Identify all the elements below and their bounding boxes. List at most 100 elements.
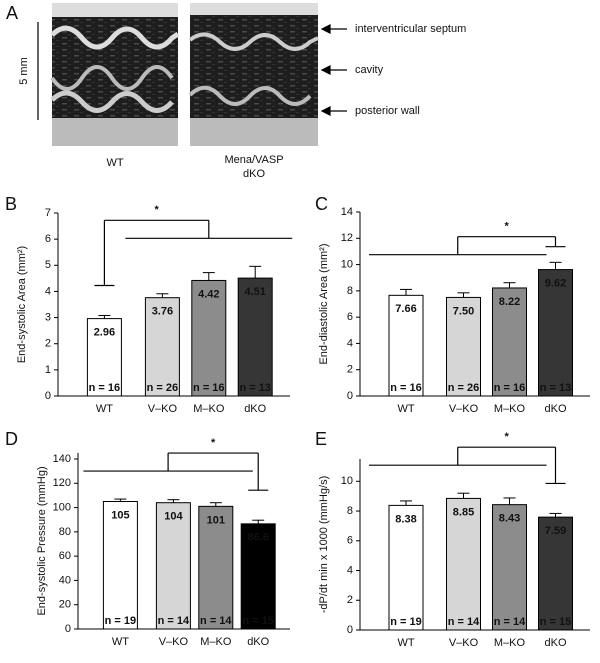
y-tick-label: 8 bbox=[347, 505, 353, 517]
x-tick-label: dKO bbox=[544, 403, 566, 415]
y-tick-label: 4 bbox=[45, 285, 51, 297]
n-label: n = 16 bbox=[193, 382, 225, 394]
y-axis-label: -dP/dt min x 1000 (mmHg/s) bbox=[318, 476, 330, 614]
annotation: interventricular septum bbox=[355, 23, 466, 35]
value-label: 3.76 bbox=[152, 306, 173, 318]
n-label: n = 14 bbox=[200, 615, 232, 627]
value-label: 2.96 bbox=[94, 327, 115, 339]
bar bbox=[240, 523, 276, 630]
x-tick-label: M–KO bbox=[193, 403, 225, 415]
y-tick-label: 60 bbox=[59, 550, 71, 562]
n-label: n = 14 bbox=[158, 615, 190, 627]
x-tick-label: WT bbox=[397, 403, 414, 415]
n-label: n = 13 bbox=[540, 382, 572, 394]
bar bbox=[388, 504, 424, 631]
bar bbox=[492, 504, 527, 631]
x-tick-label: V–KO bbox=[159, 636, 189, 648]
image-label: WT bbox=[106, 157, 123, 169]
bar bbox=[86, 318, 122, 397]
panel-label: A bbox=[6, 3, 18, 23]
panel-label: D bbox=[5, 429, 18, 449]
y-tick-label: 0 bbox=[347, 624, 353, 636]
y-tick-label: 120 bbox=[53, 477, 71, 489]
y-tick-label: 0 bbox=[347, 390, 353, 402]
bar bbox=[191, 279, 227, 397]
y-tick-label: 7 bbox=[45, 207, 51, 219]
y-tick-label: 4 bbox=[347, 564, 353, 576]
y-tick-label: 0 bbox=[45, 390, 51, 402]
panel-label: B bbox=[5, 194, 17, 214]
x-tick-label: dKO bbox=[247, 636, 269, 648]
y-tick-label: 100 bbox=[53, 501, 71, 513]
y-axis-label: End-diastolic Area (mm²) bbox=[318, 243, 330, 364]
panel-a: A 5 mm WT Mena/VASP dKO interventricular… bbox=[6, 3, 466, 180]
significance: * bbox=[504, 221, 509, 233]
value-label: 86.6 bbox=[247, 532, 268, 544]
x-tick-label: M–KO bbox=[200, 636, 232, 648]
value-label: 9.62 bbox=[545, 277, 566, 289]
bar bbox=[198, 505, 234, 630]
significance: * bbox=[504, 431, 509, 443]
n-label: n = 19 bbox=[390, 616, 422, 628]
significance: * bbox=[211, 437, 216, 449]
y-tick-label: 10 bbox=[341, 258, 353, 270]
value-label: 4.51 bbox=[244, 286, 265, 298]
bar bbox=[492, 287, 527, 397]
bar bbox=[446, 296, 481, 397]
y-tick-label: 2 bbox=[347, 594, 353, 606]
panel-label: E bbox=[315, 429, 327, 449]
bar bbox=[237, 277, 273, 397]
y-tick-label: 6 bbox=[347, 311, 353, 323]
value-label: 4.42 bbox=[198, 288, 219, 300]
y-tick-label: 5 bbox=[45, 259, 51, 271]
value-label: 8.85 bbox=[453, 506, 474, 518]
significance: * bbox=[154, 204, 159, 216]
x-tick-label: WT bbox=[96, 403, 113, 415]
bar bbox=[155, 502, 191, 630]
n-label: n = 26 bbox=[147, 382, 179, 394]
y-axis-label: End-systolic Area (mm²) bbox=[16, 246, 28, 363]
y-tick-label: 1 bbox=[45, 364, 51, 376]
bar bbox=[446, 497, 481, 631]
y-tick-label: 4 bbox=[347, 337, 353, 349]
bar bbox=[538, 269, 573, 397]
value-label: 7.50 bbox=[453, 305, 474, 317]
y-tick-label: 14 bbox=[341, 206, 353, 218]
y-tick-label: 6 bbox=[347, 535, 353, 547]
bar bbox=[538, 516, 573, 631]
value-label: 105 bbox=[111, 509, 129, 521]
echo-image-dko bbox=[188, 3, 319, 146]
annotation: posterior wall bbox=[355, 105, 420, 117]
scale-label: 5 mm bbox=[18, 57, 30, 85]
y-tick-label: 20 bbox=[59, 599, 71, 611]
value-label: 7.66 bbox=[395, 303, 416, 315]
n-label: n = 14 bbox=[494, 616, 526, 628]
x-tick-label: WT bbox=[112, 636, 129, 648]
y-tick-label: 10 bbox=[341, 475, 353, 487]
value-label: 8.43 bbox=[499, 513, 520, 525]
y-tick-label: 8 bbox=[347, 285, 353, 297]
n-label: n = 15 bbox=[540, 616, 572, 628]
x-tick-label: M–KO bbox=[494, 637, 526, 649]
y-tick-label: 3 bbox=[45, 311, 51, 323]
x-tick-label: dKO bbox=[544, 637, 566, 649]
value-label: 8.22 bbox=[499, 296, 520, 308]
image-label: dKO bbox=[243, 168, 265, 180]
n-label: n = 15 bbox=[242, 615, 274, 627]
y-tick-label: 0 bbox=[65, 623, 71, 635]
n-label: n = 26 bbox=[448, 382, 480, 394]
n-label: n = 19 bbox=[105, 615, 137, 627]
n-label: n = 13 bbox=[239, 382, 271, 394]
value-label: 7.59 bbox=[545, 525, 566, 537]
y-tick-label: 6 bbox=[45, 233, 51, 245]
value-label: 8.38 bbox=[395, 513, 416, 525]
bar bbox=[144, 297, 180, 397]
n-label: n = 14 bbox=[448, 616, 480, 628]
y-axis-label: End-systolic Pressure (mmHg) bbox=[36, 466, 48, 615]
y-tick-label: 140 bbox=[53, 453, 71, 465]
n-label: n = 16 bbox=[494, 382, 526, 394]
annotation: cavity bbox=[355, 64, 384, 76]
x-tick-label: V–KO bbox=[449, 637, 479, 649]
value-label: 104 bbox=[164, 511, 183, 523]
